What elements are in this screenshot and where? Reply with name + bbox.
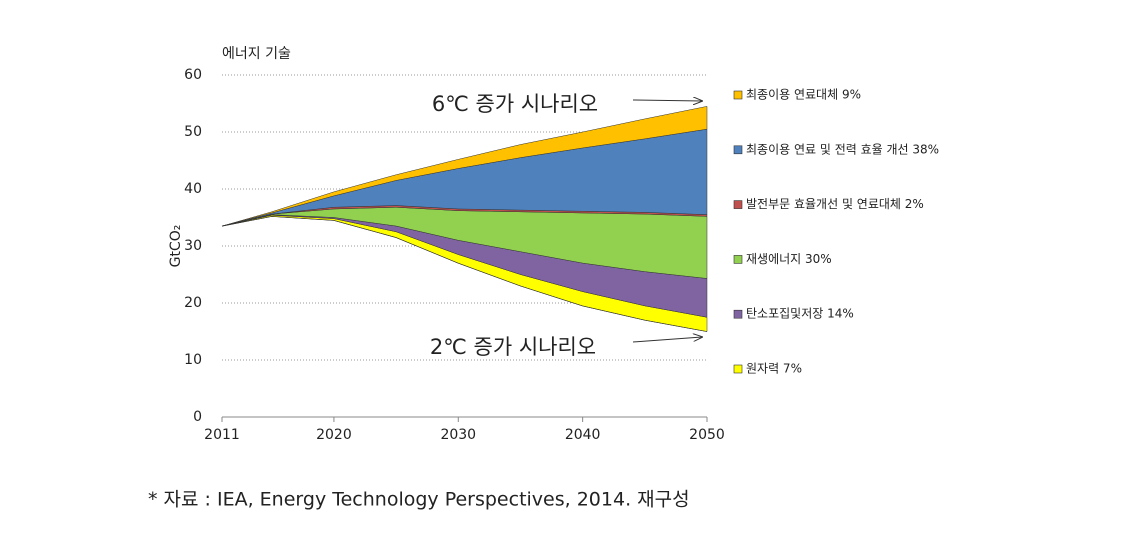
annotation: 6℃ 증가 시나리오 <box>432 92 598 116</box>
legend-label: 최종이용 연료대체 9% <box>746 88 861 102</box>
legend-swatch <box>733 200 743 209</box>
legend-swatch <box>733 364 743 374</box>
y-tick-label: 40 <box>184 181 202 197</box>
y-tick-label: 20 <box>184 295 202 311</box>
legend-label: 최종이용 연료 및 전력 효율 개선 38% <box>746 142 939 156</box>
annotation: 2℃ 증가 시나리오 <box>430 335 596 359</box>
area <box>221 106 708 227</box>
source-note: * 자료 : IEA, Energy Technology Perspectiv… <box>148 489 690 511</box>
legend-swatch <box>733 309 743 319</box>
legend-swatch <box>733 90 743 100</box>
x-tick-label: 2050 <box>689 427 725 443</box>
x-tick-label: 2030 <box>440 427 476 443</box>
x-tick-label: 2040 <box>565 427 601 443</box>
y-tick-label: 60 <box>184 67 202 83</box>
legend-label: 발전부문 효율개선 및 연료대체 2% <box>746 197 924 211</box>
legend-swatch <box>733 145 743 155</box>
y-tick-label: 30 <box>184 238 202 254</box>
x-tick-label: 2020 <box>316 427 352 443</box>
y-tick-label: 10 <box>184 352 202 368</box>
x-tick-label: 2011 <box>204 427 240 443</box>
axis-title: 에너지 기술 <box>222 46 291 62</box>
legend-label: 탄소포집및저장 14% <box>746 307 854 321</box>
legend-label: 원자력 7% <box>746 362 802 376</box>
arrow <box>632 337 702 343</box>
plot-area <box>221 74 708 422</box>
y-tick-label: 0 <box>193 409 202 425</box>
y-tick-label: 50 <box>184 124 202 140</box>
legend-swatch <box>733 255 743 264</box>
legend-label: 재생에너지 30% <box>746 252 832 266</box>
y-axis-label: GtCO₂ <box>168 225 184 268</box>
arrow <box>632 100 702 101</box>
